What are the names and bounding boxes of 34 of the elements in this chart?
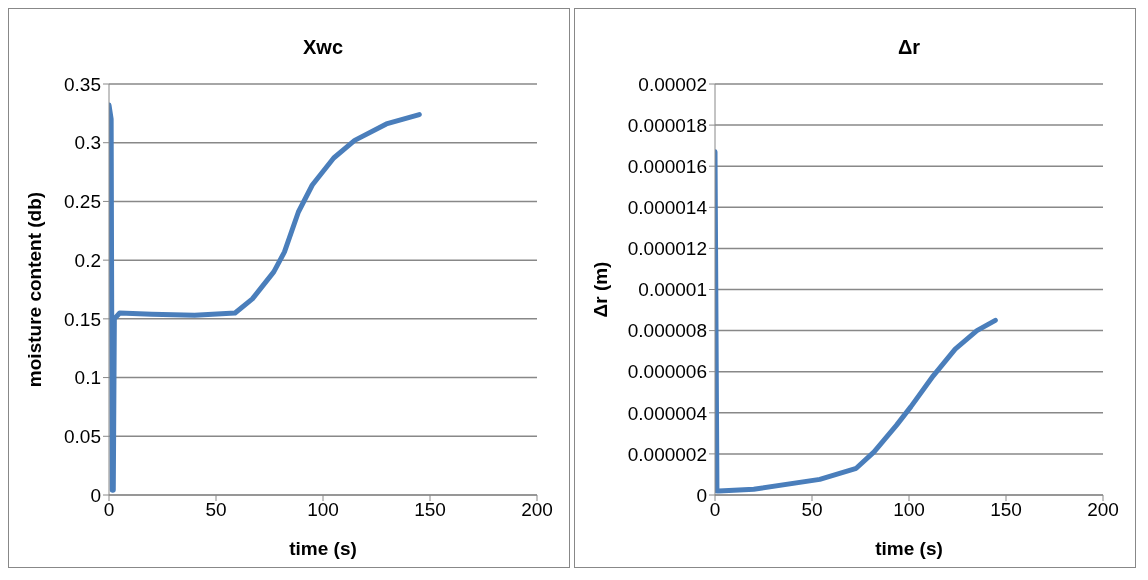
y-tick-label: 0.2 [74,249,101,271]
y-tick-label: 0.05 [64,426,101,448]
y-axis-title: Δr (m) [589,261,611,318]
y-tick-label: 0.000016 [627,155,707,177]
y-tick-label: 0.35 [64,73,101,95]
x-tick-label: 0 [103,499,115,521]
y-tick-label: 0.000004 [627,402,708,424]
y-tick-label: 0.000002 [627,443,707,465]
x-axis-title: time (s) [289,538,357,559]
y-tick-label: 0.000006 [627,361,707,383]
y-tick-label: 0 [90,484,101,506]
y-tick-label: 0.15 [64,308,101,330]
y-axis-title: moisture content (db) [23,191,45,388]
x-tick-label: 50 [205,499,227,521]
y-tick-label: 0.000014 [627,197,708,219]
x-tick-label: 150 [414,499,446,521]
y-tick-label: 0.000012 [627,238,707,260]
y-tick-label: 0.3 [74,132,101,154]
chart-title: Δr [897,36,921,58]
x-tick-label: 200 [521,499,553,521]
y-tick-label: 0.00001 [638,279,707,301]
chart-title: Xwc [302,36,344,58]
x-tick-label: 150 [990,499,1022,521]
y-tick-label: 0 [696,484,707,506]
x-tick-label: 100 [893,499,925,521]
x-tick-label: 200 [1087,499,1119,521]
y-tick-label: 0.25 [64,191,101,213]
x-tick-label: 50 [801,499,823,521]
y-tick-label: 0.000018 [627,114,707,136]
y-tick-label: 0.1 [74,367,101,389]
y-tick-label: 0.00002 [638,73,707,95]
y-tick-label: 0.000008 [627,320,707,342]
x-tick-label: 100 [307,499,339,521]
x-axis-title: time (s) [875,538,943,559]
